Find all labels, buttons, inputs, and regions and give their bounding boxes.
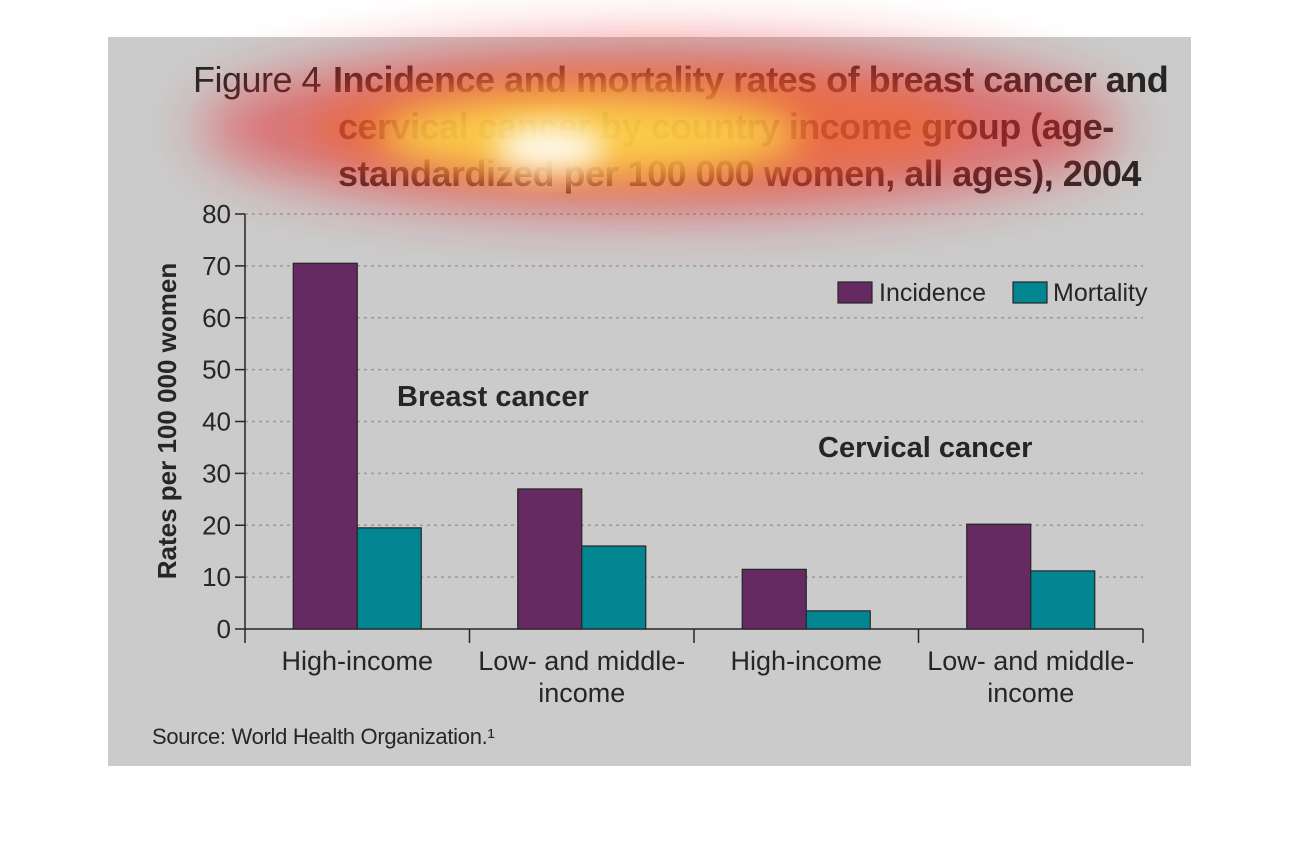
y-tick-label: 40 bbox=[202, 407, 231, 437]
y-tick-label: 20 bbox=[202, 510, 231, 540]
legend-label-mortality: Mortality bbox=[1053, 279, 1148, 307]
bar-incidence bbox=[292, 262, 358, 630]
bar-mortality bbox=[1030, 570, 1096, 630]
legend-label-incidence: Incidence bbox=[879, 279, 986, 307]
x-category-label: High-income bbox=[281, 646, 433, 676]
y-tick-label: 80 bbox=[202, 199, 231, 229]
bar-incidence bbox=[966, 523, 1032, 630]
bar-mortality bbox=[805, 610, 871, 630]
y-tick-label: 0 bbox=[217, 614, 231, 644]
y-axis-label: Rates per 100 000 women bbox=[152, 263, 182, 580]
y-tick-label: 10 bbox=[202, 562, 231, 592]
source-note: Source: World Health Organization.¹ bbox=[152, 724, 495, 749]
x-category-label: income bbox=[538, 678, 625, 708]
x-category-label: Low- and middle- bbox=[478, 646, 685, 676]
x-category-label: High-income bbox=[730, 646, 882, 676]
y-tick-label: 60 bbox=[202, 303, 231, 333]
y-tick-label: 70 bbox=[202, 251, 231, 281]
bar-incidence bbox=[741, 568, 807, 630]
legend-swatch-mortality bbox=[1012, 281, 1048, 304]
x-category-label: income bbox=[987, 678, 1074, 708]
bar-mortality bbox=[356, 527, 422, 630]
y-tick-label: 30 bbox=[202, 458, 231, 488]
annotation-breast-cancer: Breast cancer bbox=[397, 381, 589, 413]
annotation-cervical-cancer: Cervical cancer bbox=[818, 432, 1032, 464]
bar-incidence bbox=[517, 488, 583, 630]
x-category-label: Low- and middle- bbox=[927, 646, 1134, 676]
bar-mortality bbox=[581, 545, 647, 630]
y-tick-label: 50 bbox=[202, 355, 231, 385]
legend-swatch-incidence bbox=[837, 281, 873, 304]
